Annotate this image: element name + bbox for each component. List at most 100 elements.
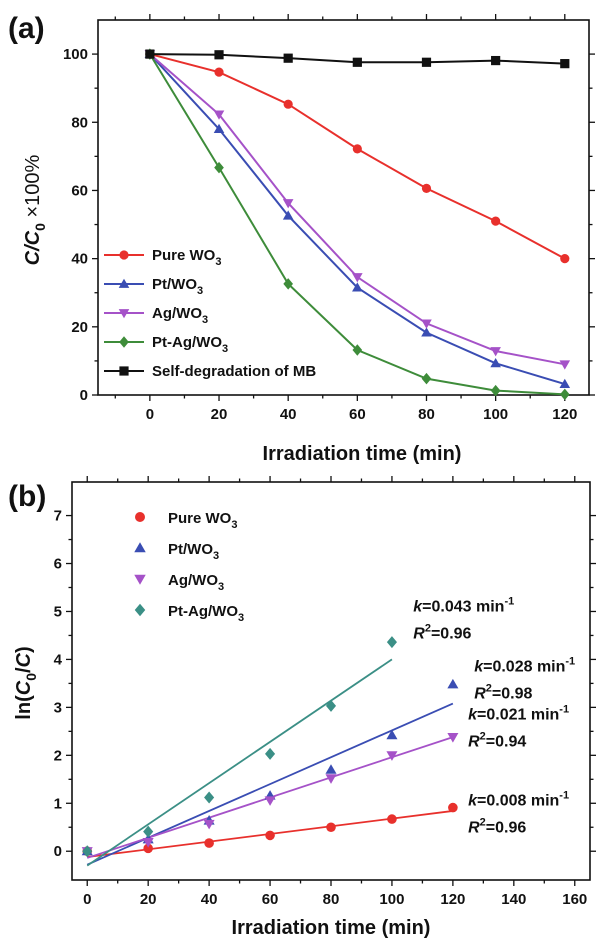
point-pure-wo3 <box>283 99 293 109</box>
point-pt-ag-wo3 <box>490 384 501 397</box>
point-pt-wo3 <box>447 678 459 689</box>
point-pt-ag-wo3 <box>325 699 337 712</box>
panel-a-x-tick-label: 0 <box>146 406 154 423</box>
panel-b-y-tick-label: 2 <box>54 747 62 764</box>
panel-a-x-tick-label: 40 <box>280 406 297 423</box>
point-pt-wo3 <box>325 764 337 774</box>
point-pt-ag-wo3 <box>559 388 570 401</box>
point-pure-wo3 <box>204 838 214 848</box>
panel-b-x-tick-label: 80 <box>323 891 340 908</box>
panel-a-series <box>144 48 571 401</box>
panel-b-legend: Pure WO3 Pt/WO3 Ag/WO3 Pt-Ag/WO3 <box>134 510 244 624</box>
panel-a-x-tick-label: 120 <box>552 406 577 423</box>
panel-b-ticks: 0 20 40 60 80 100 120 140 160 0 1 2 3 4 5 6 7 <box>54 476 596 908</box>
legend-marker-pure-wo3 <box>135 512 145 522</box>
point-pt-ag-wo3 <box>265 747 276 760</box>
panel-a-ticks: 0 20 40 60 80 100 120 0 20 40 60 80 100 <box>63 14 595 423</box>
rate-constant-label: k=0.008 min-1 <box>468 790 569 810</box>
rate-constant-label: k=0.043 min-1 <box>413 595 514 615</box>
legend-label-pt-wo3: Pt/WO3 <box>152 276 203 297</box>
point-pt-wo3 <box>213 123 225 134</box>
point-ag-wo3 <box>421 319 432 329</box>
panel-a-x-tick-label: 80 <box>418 406 435 423</box>
point-self-degradation-of-mb <box>560 59 570 69</box>
point-ag-wo3 <box>213 110 225 120</box>
panel-b-x-tick-label: 20 <box>140 891 157 908</box>
panel-b: (b) 0 20 40 60 80 100 120 140 160 0 1 2 3 4 5 6 7 Pure W… <box>8 476 596 939</box>
panel-a-plot-frame <box>97 19 590 396</box>
point-pt-wo3 <box>490 358 501 368</box>
point-ag-wo3 <box>264 796 276 806</box>
point-pure-wo3 <box>421 183 432 194</box>
point-pt-ag-wo3 <box>386 636 397 649</box>
panel-b-y-tick-label: 6 <box>54 556 62 573</box>
panel-b-y-axis-title: ln(C0/C) <box>13 646 39 719</box>
panel-a-label: (a) <box>8 12 45 45</box>
point-pure-wo3 <box>265 830 275 841</box>
point-pt-wo3 <box>386 729 398 740</box>
point-pt-wo3 <box>282 210 294 220</box>
point-pt-wo3 <box>421 327 432 337</box>
panel-a-legend: Pure WO3 Pt/WO3 Ag/WO3 Pt-Ag/WO3 Self-degrad… <box>104 247 316 380</box>
panel-b-x-tick-label: 40 <box>201 891 218 908</box>
point-pure-wo3 <box>560 254 570 264</box>
panel-b-y-tick-label: 4 <box>54 651 63 668</box>
rate-annotation-2: k=0.028 min-1 R2=0.98 <box>474 655 575 702</box>
panel-b-x-tick-label: 60 <box>262 891 279 908</box>
point-self-degradation-of-mb <box>491 55 501 66</box>
rate-constant-label: k=0.028 min-1 <box>474 655 575 675</box>
legend-marker-pt-ag-wo3 <box>134 603 146 617</box>
point-pt-ag-wo3 <box>283 278 294 290</box>
point-pt-ag-wo3 <box>204 791 215 804</box>
legend-label-self-degradation-of-mb: Self-degradation of MB <box>152 363 316 380</box>
fit-line-pt-ag-wo3 <box>86 658 393 867</box>
r-squared-label: R2=0.96 <box>413 622 471 642</box>
panel-a-y-axis-title: C/C0 ×100% <box>22 154 48 265</box>
point-pure-wo3 <box>214 67 224 77</box>
legend-label-pt-ag-wo3: Pt-Ag/WO3 <box>168 603 244 624</box>
point-pure-wo3 <box>143 843 153 854</box>
legend-marker-pt-wo3 <box>118 278 130 288</box>
panel-b-y-tick-label: 5 <box>54 603 62 620</box>
point-pure-wo3 <box>387 814 397 824</box>
point-ag-wo3 <box>142 838 154 848</box>
point-self-degradation-of-mb <box>214 50 224 60</box>
legend-marker-ag-wo3 <box>134 574 146 585</box>
legend-marker-pt-ag-wo3 <box>119 336 129 348</box>
rate-annotation-4: k=0.008 min-1 R2=0.96 <box>468 790 569 837</box>
point-ag-wo3 <box>203 819 215 830</box>
legend-marker-ag-wo3 <box>118 309 130 319</box>
point-pure-wo3 <box>326 822 336 833</box>
panel-b-x-tick-label: 0 <box>83 891 91 908</box>
panel-a-y-tick-label: 0 <box>80 387 88 404</box>
panel-b-annotations: k=0.043 min-1 R2=0.96k=0.028 min-1R2=0.98… <box>413 595 575 836</box>
panel-b-y-tick-label: 3 <box>54 699 62 716</box>
panel-a-x-axis-title: Irradiation time (min) <box>263 443 462 465</box>
point-ag-wo3 <box>386 751 398 761</box>
panel-b-x-tick-label: 100 <box>379 891 404 908</box>
point-pt-wo3 <box>352 282 363 292</box>
panel-a-axes <box>97 19 590 396</box>
point-self-degradation-of-mb <box>352 57 362 67</box>
point-pt-wo3 <box>559 378 571 389</box>
panel-a-y-tick-label: 60 <box>71 182 88 199</box>
legend-marker-self-degradation-of-mb <box>119 366 129 376</box>
panel-b-x-tick-label: 140 <box>501 891 526 908</box>
legend-label-pt-ag-wo3: Pt-Ag/WO3 <box>152 334 228 355</box>
panel-a-y-tick-label: 40 <box>71 251 88 268</box>
panel-a: (a) 0 20 40 60 80 100 120 0 20 40 60 80 100 Pure WO3… <box>8 12 595 465</box>
point-pt-ag-wo3 <box>82 845 93 858</box>
panel-a-x-tick-label: 60 <box>349 406 366 423</box>
point-pt-ag-wo3 <box>214 161 224 174</box>
legend-marker-pure-wo3 <box>119 250 129 260</box>
point-ag-wo3 <box>325 774 337 784</box>
panel-b-x-axis-title: Irradiation time (min) <box>232 917 431 939</box>
series-line-ag-wo3 <box>149 53 565 366</box>
point-pt-ag-wo3 <box>352 344 363 356</box>
legend-label-pt-wo3: Pt/WO3 <box>168 541 219 562</box>
panel-b-x-tick-label: 120 <box>440 891 465 908</box>
panel-a-x-tick-label: 100 <box>483 406 508 423</box>
point-ag-wo3 <box>559 360 571 370</box>
legend-marker-pt-wo3 <box>134 542 146 553</box>
